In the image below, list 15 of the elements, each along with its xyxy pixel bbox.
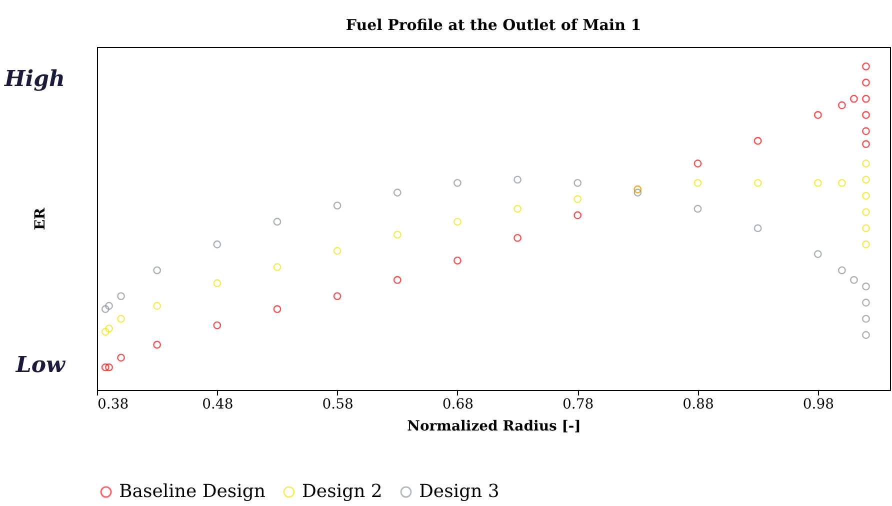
text: Low [14,352,66,378]
text: High [3,66,65,92]
x-axis-title: Normalized Radius [-] [407,418,581,434]
x-tick-label: 0.48 [202,396,234,412]
legend-label: Baseline Design [119,481,266,502]
y-axis-title: ER [32,207,48,230]
x-tick-label: 0.78 [562,396,594,412]
x-tick-label: 0.68 [442,396,474,412]
chart-title: Fuel Profile at the Outlet of Main 1 [346,16,642,34]
x-tick-label: 0.98 [802,396,834,412]
x-tick-label: 0.58 [322,396,354,412]
legend-label: Design 2 [302,481,382,502]
legend-label: Design 3 [419,481,500,502]
x-tick-label: 0.38 [98,396,129,412]
x-tick-label: 0.88 [682,396,714,412]
